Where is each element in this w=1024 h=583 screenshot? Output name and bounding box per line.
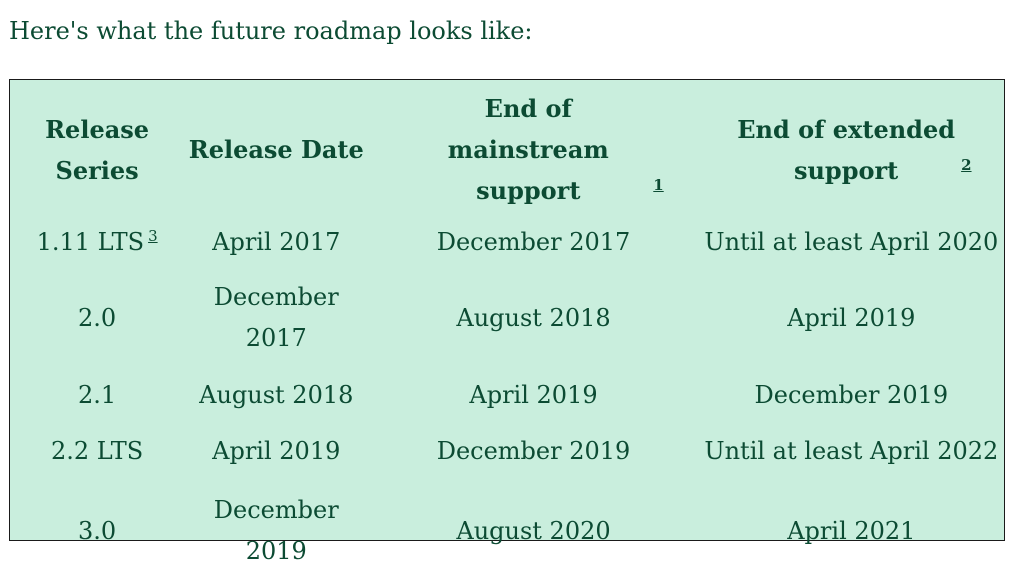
cell-release-series: 2.1 xyxy=(78,380,117,409)
cell-release-date: April 2017 xyxy=(212,227,341,256)
cell-extended-end: December 2019 xyxy=(754,380,949,409)
footnote-1-sup: 1 xyxy=(653,176,663,194)
cell-release-date: August 2018 xyxy=(199,380,354,409)
header-mainstream-label: End of mainstream support xyxy=(447,94,609,205)
header-release-date: Release Date xyxy=(184,80,368,215)
cell-release-date: December 2017 xyxy=(184,269,368,367)
header-release-series: Release Series xyxy=(10,80,184,215)
cell-release-series: 1.11 LTS 3 xyxy=(10,215,184,269)
footnote-2-sup: 2 xyxy=(961,156,971,174)
cell-mainstream-end: December 2017 xyxy=(436,227,631,256)
release-series-value: 1.11 LTS xyxy=(36,227,145,256)
intro-text: Here's what the future roadmap looks lik… xyxy=(9,17,533,45)
cell-release-date: December 2019 xyxy=(184,479,368,583)
cell-mainstream-end: April 2019 xyxy=(469,380,598,409)
footnote-3-sup: 3 xyxy=(148,227,158,245)
header-extended-support: End of extended support 2 xyxy=(699,80,1004,215)
table-row: 3.0 December 2019 August 2020 April 2021 xyxy=(10,479,1004,583)
header-extended-label: End of extended support xyxy=(737,114,955,185)
table-row: 2.0 December 2017 August 2018 April 2019 xyxy=(10,269,1004,367)
cell-release-series: 2.0 xyxy=(78,303,117,332)
table-row: 1.11 LTS 3 April 2017 December 2017 Until… xyxy=(10,215,1004,269)
cell-mainstream-end: August 2020 xyxy=(456,516,611,545)
footnote-link-1[interactable]: 1 xyxy=(653,176,664,194)
release-date-value: December 2019 xyxy=(213,496,339,565)
roadmap-table: Release Series Release Date End of mains… xyxy=(10,80,1004,583)
table-header-row: Release Series Release Date End of mains… xyxy=(10,80,1004,215)
cell-extended-end: Until at least April 2022 xyxy=(704,436,999,465)
cell-mainstream-end: August 2018 xyxy=(456,303,611,332)
header-mainstream-support: End of mainstream support 1 xyxy=(368,80,698,215)
roadmap-table-container: Release Series Release Date End of mains… xyxy=(9,79,1005,565)
header-release-series-label: Release Series xyxy=(45,114,150,185)
table-row: 2.1 August 2018 April 2019 December 2019 xyxy=(10,367,1004,423)
table-row: 2.2 LTS April 2019 December 2019 Until a… xyxy=(10,423,1004,479)
footnote-link-3[interactable]: 3 xyxy=(148,226,158,245)
cell-extended-end: April 2021 xyxy=(787,516,916,545)
cell-extended-end: Until at least April 2020 xyxy=(704,227,999,256)
cell-release-date: April 2019 xyxy=(212,436,341,465)
footnote-link-2[interactable]: 2 xyxy=(961,155,972,174)
cell-release-series: 3.0 xyxy=(78,516,117,545)
header-release-date-label: Release Date xyxy=(188,135,364,164)
cell-release-series: 2.2 LTS xyxy=(50,436,144,465)
release-date-value: December 2017 xyxy=(213,283,339,352)
cell-mainstream-end: December 2019 xyxy=(436,436,631,465)
cell-extended-end: April 2019 xyxy=(787,303,916,332)
